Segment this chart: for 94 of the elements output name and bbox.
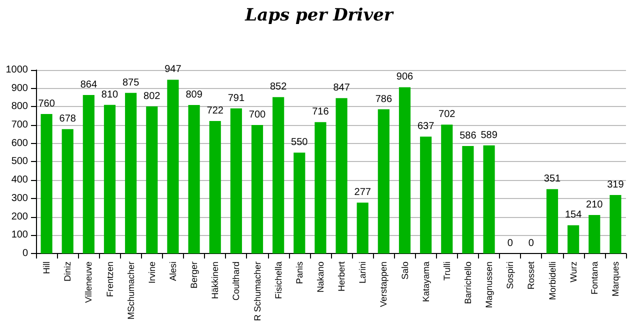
y-tick-label: 400	[11, 174, 28, 186]
x-tick-label: Diniz	[62, 260, 73, 282]
data-label: 210	[586, 199, 604, 210]
bar	[610, 194, 622, 254]
y-tick-label: 600	[11, 138, 28, 149]
x-tick-label: Coulthard	[231, 261, 242, 301]
x-tick-label: Morbidelli	[547, 261, 558, 300]
data-label: 678	[59, 114, 76, 125]
x-tick-label: Katayama	[420, 261, 431, 302]
y-tick-label: 100	[11, 230, 28, 241]
bar	[483, 145, 495, 254]
bar	[251, 125, 264, 254]
bar	[167, 80, 179, 254]
x-tick-label: Berger	[189, 261, 200, 288]
bar	[146, 106, 158, 254]
y-tick-label: 900	[11, 82, 28, 94]
x-tick-label: Trulli	[442, 261, 452, 281]
data-label: 589	[480, 130, 498, 141]
bar	[378, 109, 390, 254]
x-tick-label: Larini	[358, 261, 368, 284]
bar	[420, 136, 432, 254]
x-tick-label: Herbert	[336, 260, 347, 292]
data-label: 802	[144, 90, 161, 102]
data-label: 700	[248, 110, 266, 121]
data-label: 760	[38, 98, 56, 110]
data-label: 791	[228, 92, 245, 104]
x-tick-label: Verstappen	[378, 261, 389, 308]
data-label: 351	[544, 174, 562, 185]
y-tick-label: 200	[11, 211, 28, 222]
bar	[104, 104, 116, 254]
x-tick-label: MSchumacher	[126, 261, 136, 320]
x-tick-label: Barrichello	[462, 261, 473, 304]
bar	[398, 87, 411, 254]
data-label: 810	[101, 89, 119, 100]
data-label: 586	[460, 130, 477, 142]
data-label: 809	[186, 90, 203, 101]
data-label: 0	[528, 238, 534, 249]
data-label: 947	[164, 64, 182, 76]
x-tick-label: Panis	[294, 260, 304, 284]
y-tick-label: 300	[11, 192, 28, 204]
chart-title: Laps per Driver	[244, 6, 394, 26]
data-label: 875	[122, 77, 140, 88]
bar	[294, 152, 306, 254]
y-tick-label: 800	[11, 101, 28, 112]
x-tick-label: Salo	[400, 261, 410, 280]
x-tick-label: Fisichella	[273, 261, 284, 299]
x-tick-label: Frentzen	[104, 261, 115, 298]
bar	[336, 98, 348, 254]
bar	[441, 124, 453, 254]
bar	[125, 92, 137, 254]
bar	[546, 189, 558, 254]
x-tick-label: Nakano	[315, 261, 326, 293]
bar	[314, 122, 326, 254]
data-label: 786	[375, 94, 392, 105]
data-label: 319	[607, 179, 624, 190]
y-tick-label: 0	[22, 248, 28, 259]
bar	[230, 108, 242, 254]
bar	[188, 105, 200, 254]
bar	[272, 97, 284, 254]
data-label: 722	[206, 106, 224, 117]
bar	[209, 121, 221, 254]
x-tick-label: R Schumacher	[252, 261, 262, 322]
data-label: 852	[270, 82, 288, 93]
data-label: 716	[312, 106, 330, 118]
data-label: 0	[507, 238, 514, 249]
data-label: 277	[354, 187, 372, 198]
x-tick-label: Wurz	[568, 260, 578, 282]
bar	[568, 225, 580, 254]
x-tick-label: Hill	[42, 261, 52, 274]
data-label: 702	[438, 109, 456, 120]
bar	[82, 94, 94, 254]
x-tick-label: Sospiri	[505, 261, 516, 289]
bar	[40, 114, 52, 254]
y-tick-label: 500	[11, 156, 28, 168]
bar	[588, 214, 600, 254]
x-tick-label: Rosset	[526, 260, 536, 290]
x-tick-label: Fontana	[589, 261, 600, 295]
data-label: 550	[291, 137, 308, 148]
data-label: 154	[564, 210, 582, 221]
x-tick-label: Häkkinen	[210, 261, 220, 300]
x-tick-label: Magnussen	[484, 261, 494, 308]
data-label: 906	[396, 72, 414, 83]
data-label: 637	[417, 121, 435, 132]
bar	[356, 202, 368, 254]
data-label: 864	[80, 79, 98, 90]
bar	[462, 146, 474, 254]
x-tick-label: Alesi	[168, 261, 178, 281]
y-tick-label: 1000	[6, 64, 28, 76]
x-tick-label: Marques	[610, 260, 620, 296]
bar	[62, 129, 74, 254]
x-tick-label: Villeneuve	[84, 261, 94, 303]
x-tick-label: Irvine	[146, 261, 157, 284]
y-tick-label: 700	[11, 120, 28, 131]
data-label: 847	[333, 82, 350, 94]
